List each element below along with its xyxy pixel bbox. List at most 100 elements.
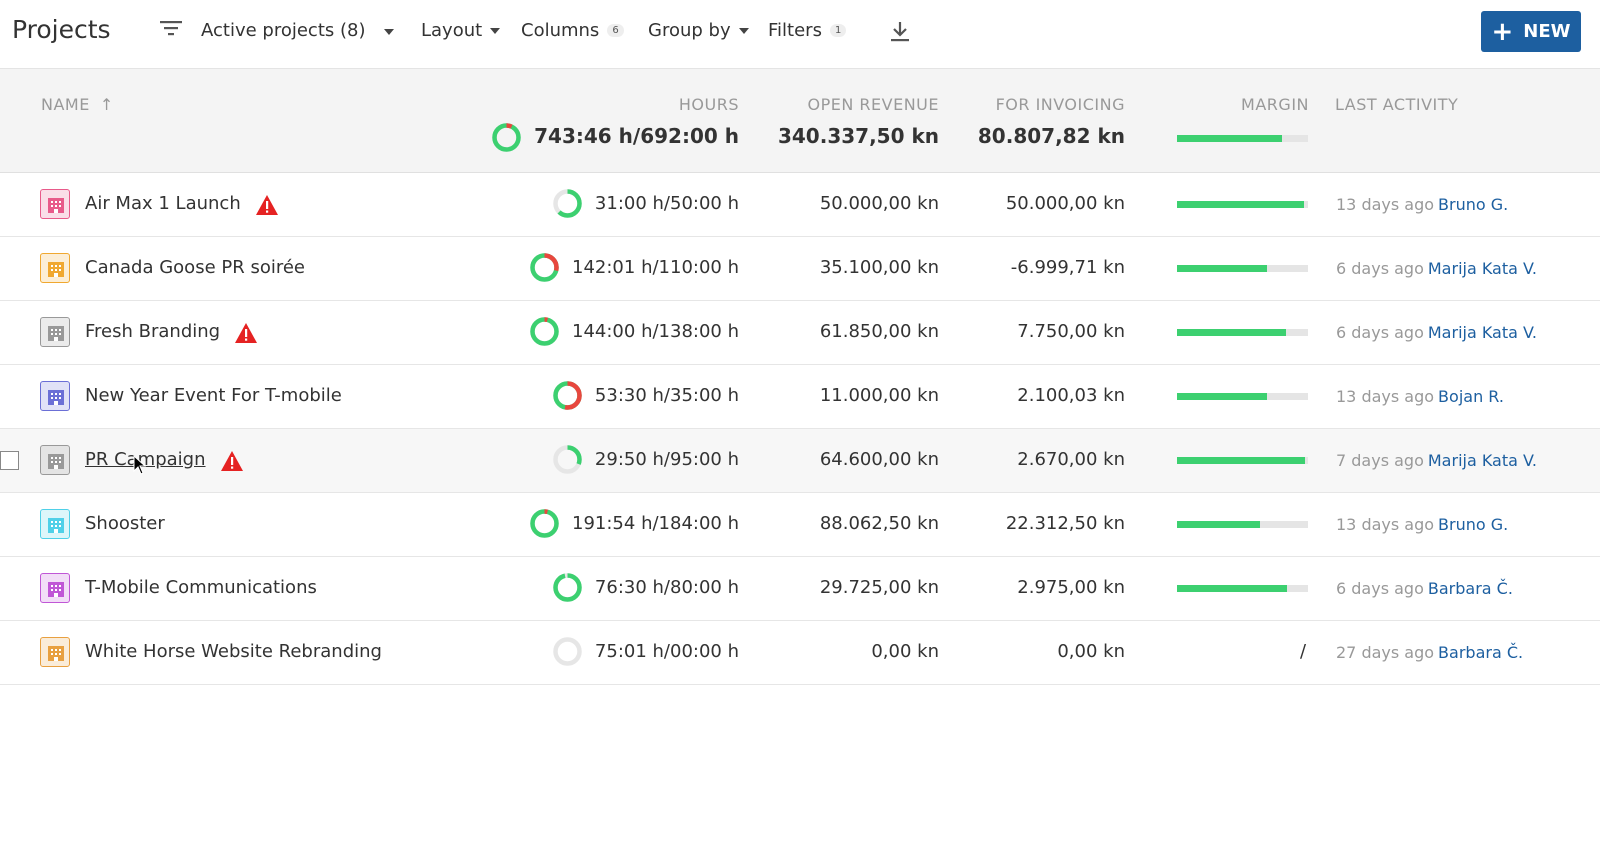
margin-bar — [1177, 201, 1308, 208]
activity-user-link[interactable]: Marija Kata V. — [1427, 323, 1537, 342]
for-invoicing-value: 7.750,00 kn — [1017, 321, 1125, 342]
hours-value: 29:50 h/95:00 h — [594, 449, 739, 470]
table-row[interactable]: White Horse Website Rebranding 75:01 h/0… — [0, 621, 1600, 685]
hours-value: 191:54 h/184:00 h — [572, 513, 739, 534]
activity-ago: 6 days ago — [1336, 323, 1424, 342]
column-header-for-invoicing[interactable]: FOR INVOICING — [995, 95, 1125, 114]
project-name-link[interactable]: Shooster — [85, 513, 165, 534]
table-row[interactable]: New Year Event For T-mobile 53:30 h/35:0… — [0, 365, 1600, 429]
open-revenue-value: 35.100,00 kn — [819, 257, 939, 278]
for-invoicing-value: 2.975,00 kn — [1017, 577, 1125, 598]
table-row[interactable]: Shooster 191:54 h/184:00 h 88.062,50 kn … — [0, 493, 1600, 557]
activity-ago: 6 days ago — [1336, 579, 1424, 598]
column-header-name[interactable]: NAME ↑ — [41, 95, 114, 114]
warning-icon — [221, 451, 243, 471]
hours-value: 75:01 h/00:00 h — [594, 641, 739, 662]
new-project-button[interactable]: + NEW — [1481, 11, 1581, 52]
hours-progress-ring — [553, 637, 582, 666]
project-name-link[interactable]: Fresh Branding — [85, 321, 221, 342]
for-invoicing-value: -6.999,71 kn — [1010, 257, 1125, 278]
column-header-margin[interactable]: MARGIN — [1241, 95, 1309, 114]
project-icon — [40, 509, 70, 539]
margin-bar-fill — [1177, 457, 1306, 464]
margin-bar — [1177, 521, 1308, 528]
open-revenue-value: 11.000,00 kn — [819, 385, 939, 406]
margin-bar — [1177, 329, 1308, 336]
margin-bar-fill — [1177, 585, 1288, 592]
project-name-link[interactable]: White Horse Website Rebranding — [85, 641, 382, 662]
view-dropdown-icon[interactable] — [384, 29, 394, 35]
table-row[interactable]: T-Mobile Communications 76:30 h/80:00 h … — [0, 557, 1600, 621]
new-button-label: NEW — [1523, 21, 1571, 42]
margin-bar — [1177, 393, 1308, 400]
column-header-hours[interactable]: HOURS — [678, 95, 739, 114]
margin-bar — [1177, 265, 1308, 272]
project-icon — [40, 189, 70, 219]
layout-dropdown[interactable]: Layout — [421, 20, 501, 41]
activity-user-link[interactable]: Marija Kata V. — [1427, 451, 1537, 470]
ring-overrun — [530, 317, 559, 346]
row-checkbox[interactable] — [0, 451, 19, 470]
margin-bar-fill — [1177, 393, 1268, 400]
for-invoicing-value: 2.100,03 kn — [1017, 385, 1125, 406]
project-table: Air Max 1 Launch 31:00 h/50:00 h 50.000,… — [0, 173, 1600, 685]
plus-icon: + — [1491, 16, 1514, 47]
last-activity: 13 days ago Bojan R. — [1336, 387, 1504, 406]
activity-user-link[interactable]: Barbara Č. — [1427, 579, 1513, 598]
column-header-open-revenue[interactable]: OPEN REVENUE — [807, 95, 939, 114]
page-title: Projects — [12, 15, 111, 44]
project-name-link[interactable]: PR Campaign — [85, 449, 206, 470]
table-row[interactable]: Fresh Branding 144:00 h/138:00 h 61.850,… — [0, 301, 1600, 365]
table-row[interactable]: PR Campaign 29:50 h/95:00 h 64.600,00 kn… — [0, 429, 1600, 493]
filters-count-badge: 1 — [829, 24, 847, 37]
groupby-label: Group by — [648, 20, 731, 41]
layout-label: Layout — [421, 20, 483, 41]
project-name-link[interactable]: Air Max 1 Launch — [85, 193, 241, 214]
activity-user-link[interactable]: Bruno G. — [1438, 195, 1509, 214]
total-open-revenue: 340.337,50 kn — [777, 124, 939, 148]
view-selector[interactable]: Active projects (8) — [201, 20, 365, 41]
download-icon[interactable] — [889, 20, 911, 44]
last-activity: 13 days ago Bruno G. — [1336, 195, 1508, 214]
last-activity: 27 days ago Barbara Č. — [1336, 643, 1523, 662]
activity-user-link[interactable]: Marija Kata V. — [1427, 259, 1537, 278]
table-row[interactable]: Canada Goose PR soirée 142:01 h/110:00 h… — [0, 237, 1600, 301]
activity-ago: 6 days ago — [1336, 259, 1424, 278]
last-activity: 7 days ago Marija Kata V. — [1336, 451, 1537, 470]
project-name-link[interactable]: New Year Event For T-mobile — [85, 385, 342, 406]
ring-progress — [530, 317, 559, 346]
activity-ago: 13 days ago — [1336, 195, 1435, 214]
activity-user-link[interactable]: Barbara Č. — [1438, 643, 1524, 662]
project-name-link[interactable]: T-Mobile Communications — [85, 577, 317, 598]
view-filter-icon[interactable] — [160, 20, 182, 36]
total-margin-bar — [1177, 135, 1308, 142]
activity-ago: 13 days ago — [1336, 387, 1435, 406]
groupby-dropdown[interactable]: Group by — [648, 20, 749, 41]
project-name-link[interactable]: Canada Goose PR soirée — [85, 257, 305, 278]
project-icon — [40, 573, 70, 603]
margin-bar — [1177, 457, 1308, 464]
activity-user-link[interactable]: Bruno G. — [1438, 515, 1509, 534]
margin-bar-fill — [1177, 265, 1268, 272]
open-revenue-value: 88.062,50 kn — [819, 513, 939, 534]
last-activity: 6 days ago Barbara Č. — [1336, 579, 1513, 598]
columns-label: Columns — [521, 20, 600, 41]
hours-progress-ring — [530, 509, 559, 538]
open-revenue-value: 61.850,00 kn — [819, 321, 939, 342]
ring-track — [553, 637, 582, 666]
activity-user-link[interactable]: Bojan R. — [1438, 387, 1504, 406]
sort-ascending-icon[interactable]: ↑ — [99, 95, 114, 114]
open-revenue-value: 29.725,00 kn — [819, 577, 939, 598]
columns-button[interactable]: Columns 6 — [521, 20, 624, 41]
column-header-last-activity[interactable]: LAST ACTIVITY — [1335, 95, 1459, 114]
open-revenue-value: 64.600,00 kn — [819, 449, 939, 470]
margin-bar — [1177, 585, 1308, 592]
table-row[interactable]: Air Max 1 Launch 31:00 h/50:00 h 50.000,… — [0, 173, 1600, 237]
ring-overrun — [553, 381, 582, 410]
for-invoicing-value: 0,00 kn — [1057, 641, 1125, 662]
chevron-down-icon — [490, 27, 501, 34]
filters-button[interactable]: Filters 1 — [768, 20, 847, 41]
ring-overrun — [530, 253, 559, 282]
open-revenue-value: 0,00 kn — [871, 641, 939, 662]
margin-bar-fill — [1177, 201, 1305, 208]
